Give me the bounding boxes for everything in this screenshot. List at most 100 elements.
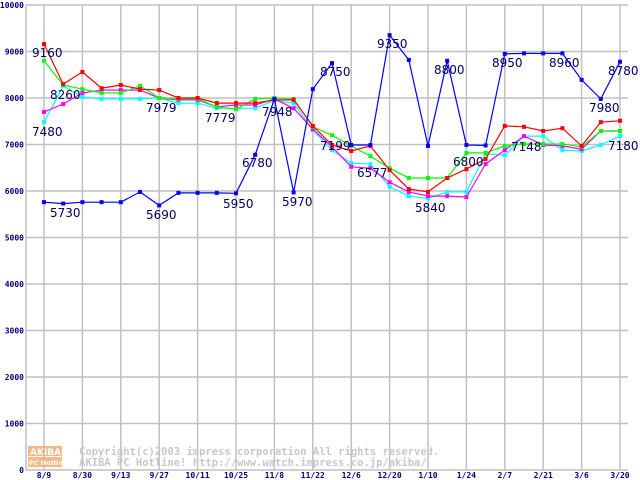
data-label: 8960 [549,56,580,70]
data-point-blue [291,190,296,195]
watermark-logo-top [28,446,62,456]
y-tick-label: 9000 [5,48,24,57]
y-tick-label: 5000 [5,234,24,243]
data-point-red [176,96,181,100]
data-point-blue [502,51,507,56]
x-tick-label: 9/13 [111,471,130,480]
data-point-cyan [349,161,354,166]
data-label: 8950 [492,56,523,70]
data-point-green [138,83,142,88]
data-point-blue [368,142,373,147]
data-point-magenta [483,162,488,167]
watermark-logo-subtext: PC Hotline! [29,459,70,467]
data-point-green [234,107,238,112]
data-label: 8750 [320,65,351,79]
y-tick-label: 6000 [5,187,24,196]
data-label: 9350 [377,37,408,51]
data-point-red [445,175,450,180]
data-point-red [157,88,162,93]
data-point-red [618,118,622,123]
data-point-red [579,143,584,148]
data-point-magenta [349,164,354,169]
data-point-red [61,82,66,87]
watermark-url: AKIBA PC Hotline! http://www.watch.impre… [79,457,427,469]
y-tick-label: 2000 [5,373,24,382]
data-point-blue [579,77,584,82]
data-label: 6577 [357,166,388,180]
data-point-cyan [42,120,46,125]
data-point-red [234,101,238,106]
data-point-red [330,142,334,147]
data-point-red [118,82,123,87]
y-tick-label: 8000 [5,94,24,103]
y-tick-label: 10000 [0,1,24,10]
data-point-green [522,142,526,147]
data-point-green [80,87,85,92]
data-point-red [310,123,315,128]
data-point-cyan [560,148,565,153]
data-point-red [99,86,104,91]
x-tick-label: 8/9 [37,471,52,480]
data-point-blue [157,203,162,208]
data-point-blue [99,200,104,205]
data-point-green [426,175,430,180]
data-point-magenta [118,88,123,93]
data-point-blue [406,57,411,62]
data-point-blue [330,61,334,66]
x-tick-label: 11/22 [301,471,325,480]
y-tick-label: 4000 [5,280,24,289]
data-point-blue [445,58,450,63]
data-point-cyan [387,184,392,189]
data-point-red [80,69,85,74]
data-point-green [618,129,622,134]
data-point-cyan [80,95,85,100]
data-point-red [464,167,469,172]
data-point-cyan [541,134,546,139]
x-tick-label: 1/10 [418,471,437,480]
data-point-green [99,90,104,95]
data-point-red [138,87,142,92]
x-tick-label: 3/6 [574,471,589,480]
data-point-cyan [176,101,181,106]
data-point-blue [426,143,430,148]
y-tick-label: 3000 [5,327,24,336]
data-point-green [560,142,565,147]
data-point-blue [138,189,142,194]
data-point-magenta [522,134,526,139]
data-point-green [253,96,258,101]
data-point-magenta [502,148,507,153]
data-point-cyan [445,189,450,194]
data-label: 6780 [242,156,273,170]
watermark-logo-bottom [28,457,62,467]
data-point-blue [42,200,46,205]
data-point-cyan [99,96,104,101]
data-point-cyan [291,101,296,106]
data-point-green [368,154,373,159]
x-tick-label: 2/7 [498,471,513,480]
data-label: 7480 [32,125,63,139]
data-point-red [598,120,603,125]
data-point-blue [118,200,123,205]
y-tick-label: 7000 [5,141,24,150]
data-point-green [502,143,507,148]
data-point-blue [541,51,546,56]
y-axis-ticks: 0 1000 2000 3000 4000 5000 6000 7000 8000 9000 100… [0,1,24,475]
series-blue [42,33,622,208]
grid [25,4,628,471]
series-lines [42,33,622,208]
y-tick-label: 0 [19,466,24,475]
data-point-cyan [406,194,411,199]
data-point-magenta [291,106,296,111]
data-label: 7980 [589,101,620,115]
data-point-blue [387,33,392,38]
data-point-cyan [118,96,123,101]
watermark-logo-text: AKIBA [30,448,61,458]
data-point-blue [61,201,66,206]
data-label: 5690 [146,208,177,222]
data-point-blue [618,59,622,64]
data-label: 8780 [608,64,639,78]
data-label: 7180 [608,139,639,153]
data-point-blue [195,190,200,195]
data-label: 8800 [434,63,465,77]
data-label: 7148 [511,140,542,154]
